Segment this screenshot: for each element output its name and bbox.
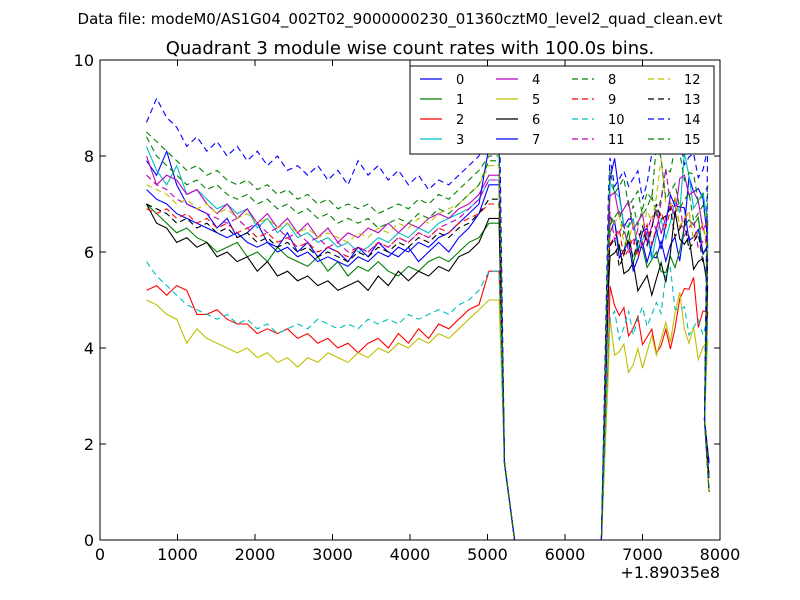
series-layer bbox=[145, 88, 710, 541]
series-line-12 bbox=[146, 158, 710, 541]
x-tick-label: 3000 bbox=[312, 545, 353, 564]
legend-label-2: 2 bbox=[456, 113, 464, 128]
series-line-11 bbox=[146, 168, 710, 541]
y-tick-label: 4 bbox=[84, 339, 94, 358]
x-tick-label: 7000 bbox=[622, 545, 663, 564]
legend-label-9: 9 bbox=[608, 93, 616, 108]
x-tick-label: 8000 bbox=[700, 545, 741, 564]
legend-label-1: 1 bbox=[456, 93, 464, 108]
x-tick-label: 6000 bbox=[545, 545, 586, 564]
series-line-9 bbox=[146, 196, 710, 541]
legend-label-6: 6 bbox=[532, 113, 540, 128]
series-line-13 bbox=[146, 198, 710, 541]
series-line-3 bbox=[145, 146, 710, 541]
series-line-5 bbox=[146, 292, 710, 541]
y-tick-label: 8 bbox=[84, 147, 94, 166]
legend-label-14: 14 bbox=[684, 113, 701, 128]
chart-title: Quadrant 3 module wise count rates with … bbox=[166, 38, 655, 59]
series-line-2 bbox=[146, 270, 710, 541]
x-tick-label: 5000 bbox=[467, 545, 508, 564]
y-tick-label: 2 bbox=[84, 435, 94, 454]
x-offset-label: +1.89035e8 bbox=[620, 563, 720, 582]
y-tick-label: 6 bbox=[84, 243, 94, 262]
x-tick-label: 0 bbox=[95, 545, 105, 564]
legend-label-0: 0 bbox=[456, 73, 464, 88]
series-line-0 bbox=[146, 149, 710, 541]
series-line-15 bbox=[146, 136, 710, 541]
x-axis: 0 1000 2000 3000 4000 5000 6000 7000 8000 bbox=[95, 60, 740, 564]
series-line-10 bbox=[146, 261, 710, 541]
legend-label-11: 11 bbox=[608, 133, 625, 148]
x-tick-label: 4000 bbox=[390, 545, 431, 564]
y-tick-label: 0 bbox=[84, 531, 94, 550]
legend-label-3: 3 bbox=[456, 133, 464, 148]
legend-label-5: 5 bbox=[532, 93, 540, 108]
series-line-8 bbox=[146, 131, 710, 541]
legend-label-15: 15 bbox=[684, 133, 701, 148]
legend-label-13: 13 bbox=[684, 93, 701, 108]
series-line-6 bbox=[146, 203, 710, 541]
chart-suptitle: Data file: modeM0/AS1G04_002T02_90000002… bbox=[78, 10, 723, 29]
legend-label-7: 7 bbox=[532, 133, 540, 148]
legend-label-8: 8 bbox=[608, 73, 616, 88]
x-tick-label: 2000 bbox=[235, 545, 276, 564]
y-tick-label: 10 bbox=[74, 51, 94, 70]
legend-label-10: 10 bbox=[608, 113, 625, 128]
x-tick-label: 1000 bbox=[157, 545, 198, 564]
series-line-1 bbox=[146, 203, 710, 541]
series-line-7 bbox=[146, 145, 710, 541]
legend-label-12: 12 bbox=[684, 73, 701, 88]
legend-label-4: 4 bbox=[532, 73, 540, 88]
